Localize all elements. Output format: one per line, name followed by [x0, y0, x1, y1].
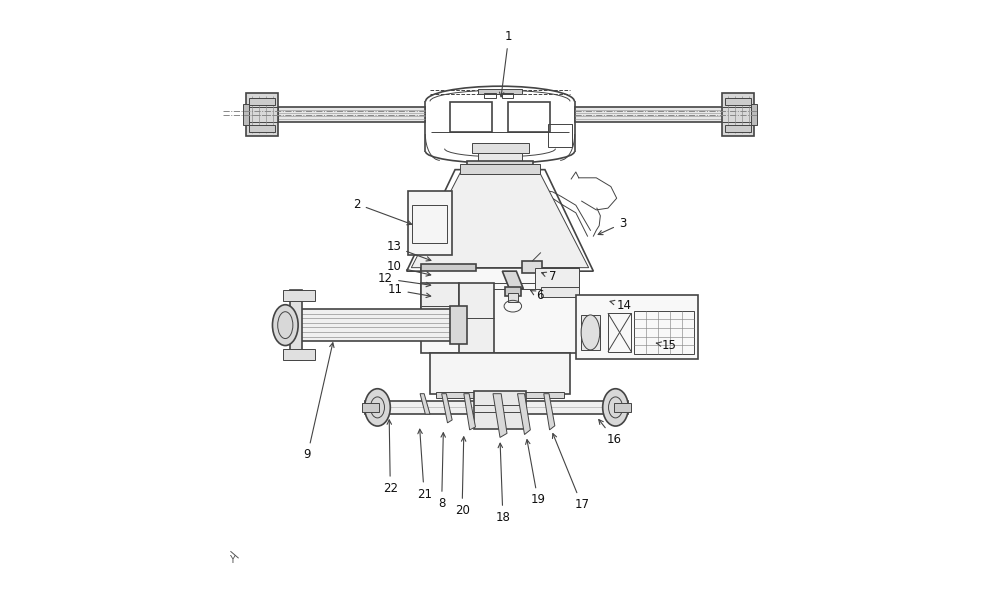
Bar	[249, 125, 275, 133]
Bar	[548, 124, 572, 147]
Bar	[412, 205, 447, 243]
Text: 17: 17	[552, 434, 589, 511]
Bar	[484, 93, 496, 98]
Text: 10: 10	[386, 260, 431, 276]
Text: 13: 13	[386, 240, 431, 261]
Polygon shape	[464, 393, 475, 430]
Bar	[459, 283, 494, 353]
Bar	[460, 164, 540, 174]
Ellipse shape	[365, 389, 390, 426]
Polygon shape	[420, 393, 430, 414]
Bar	[581, 315, 600, 350]
Bar	[450, 306, 467, 344]
Ellipse shape	[603, 389, 628, 426]
Bar	[508, 293, 518, 302]
Bar	[502, 93, 513, 98]
Text: 20: 20	[455, 437, 470, 517]
Bar	[421, 268, 579, 353]
Polygon shape	[518, 393, 530, 435]
Bar	[614, 403, 631, 412]
Bar	[430, 353, 570, 393]
Polygon shape	[442, 393, 452, 423]
Bar	[290, 290, 302, 360]
Bar	[725, 125, 751, 133]
Bar	[508, 102, 550, 133]
Text: 6: 6	[531, 289, 543, 302]
Bar	[608, 313, 631, 352]
Bar	[472, 143, 529, 153]
Bar	[467, 161, 533, 170]
Text: 22: 22	[383, 420, 398, 495]
Text: 3: 3	[598, 217, 626, 234]
Bar	[722, 92, 754, 137]
Bar	[246, 92, 278, 137]
Ellipse shape	[272, 305, 298, 346]
Bar	[634, 311, 694, 354]
Bar	[751, 104, 757, 125]
Bar	[408, 191, 452, 255]
Text: 7: 7	[542, 270, 556, 283]
Text: 14: 14	[610, 299, 631, 312]
Bar	[246, 107, 425, 122]
Text: 12: 12	[378, 272, 431, 287]
Bar	[478, 153, 522, 163]
Bar	[474, 391, 526, 429]
Bar	[243, 104, 249, 125]
Bar	[478, 88, 522, 94]
Text: Y: Y	[229, 555, 235, 565]
Bar	[436, 392, 564, 398]
Bar	[725, 98, 751, 105]
Bar	[290, 309, 465, 341]
Bar	[283, 349, 315, 360]
Bar	[450, 102, 492, 133]
Bar	[505, 287, 521, 296]
Bar	[421, 264, 476, 271]
Bar	[249, 98, 275, 105]
Text: 8: 8	[438, 433, 445, 510]
Bar	[575, 107, 754, 122]
Text: 15: 15	[656, 339, 677, 352]
Bar	[535, 268, 579, 289]
Text: 18: 18	[495, 443, 510, 524]
Bar	[541, 287, 579, 297]
Text: 21: 21	[417, 429, 432, 501]
Polygon shape	[502, 271, 523, 289]
Bar	[522, 262, 542, 273]
Text: 16: 16	[599, 419, 622, 446]
Ellipse shape	[581, 315, 600, 350]
Polygon shape	[411, 173, 589, 267]
Bar	[576, 294, 698, 359]
Text: 1: 1	[499, 30, 513, 97]
Bar	[365, 401, 628, 414]
Polygon shape	[493, 393, 507, 438]
Text: 2: 2	[353, 197, 412, 225]
Bar	[421, 283, 459, 335]
Text: 19: 19	[526, 439, 545, 507]
Bar	[362, 403, 379, 412]
Text: 9: 9	[304, 343, 334, 461]
Text: 11: 11	[387, 283, 431, 297]
Polygon shape	[544, 393, 555, 430]
Bar	[283, 290, 315, 301]
